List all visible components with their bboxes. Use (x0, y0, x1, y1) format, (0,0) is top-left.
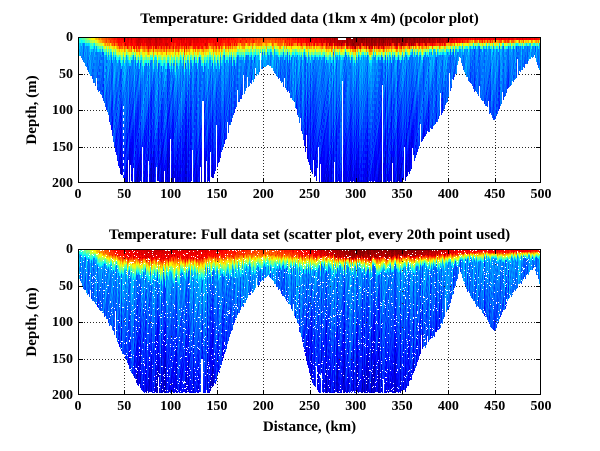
x-tick-label: 300 (345, 399, 367, 414)
x-tick-label: 500 (530, 187, 552, 202)
x-tick-label: 450 (484, 187, 506, 202)
y-tick-label: 200 (52, 388, 73, 403)
x-tick-label: 100 (160, 399, 182, 414)
x-tick-label: 0 (74, 187, 82, 202)
y-tick-label: 150 (52, 351, 73, 367)
top-plot-area[interactable] (78, 37, 541, 183)
x-tick-label: 200 (252, 399, 274, 414)
y-tick-label: 200 (52, 176, 73, 191)
x-tick-label: 50 (117, 399, 132, 414)
x-tick-label: 400 (437, 187, 459, 202)
x-tick-label: 100 (160, 187, 182, 202)
x-tick-label: 250 (299, 187, 320, 202)
bottom-plot-title: Temperature: Full data set (scatter plot… (108, 227, 511, 243)
x-tick-label: 400 (437, 399, 459, 414)
y-tick-label: 50 (59, 278, 73, 294)
bottom-plot-area[interactable] (78, 249, 541, 395)
x-tick-label: 250 (299, 399, 320, 414)
x-tick-label: 50 (117, 187, 132, 202)
y-tick-label: 100 (52, 103, 73, 118)
top-plot-title: Temperature: Gridded data (1km x 4m) (pc… (140, 11, 479, 27)
y-tick-label: 0 (66, 242, 73, 257)
x-tick-label: 200 (252, 187, 274, 202)
y-tick-label: 0 (66, 30, 73, 45)
x-tick-label: 350 (391, 399, 413, 414)
x-tick-label: 450 (484, 399, 506, 414)
x-tick-label: 500 (530, 399, 552, 414)
x-axis-label: Distance, (km) (262, 419, 357, 435)
y-tick-label: 50 (59, 66, 73, 82)
y-tick-label: 100 (52, 315, 73, 330)
y-tick-label: 150 (52, 139, 73, 155)
x-tick-label: 150 (206, 187, 228, 202)
x-tick-label: 150 (206, 399, 228, 414)
x-tick-label: 300 (345, 187, 367, 202)
x-tick-label: 0 (74, 399, 82, 414)
x-tick-label: 350 (391, 187, 413, 202)
